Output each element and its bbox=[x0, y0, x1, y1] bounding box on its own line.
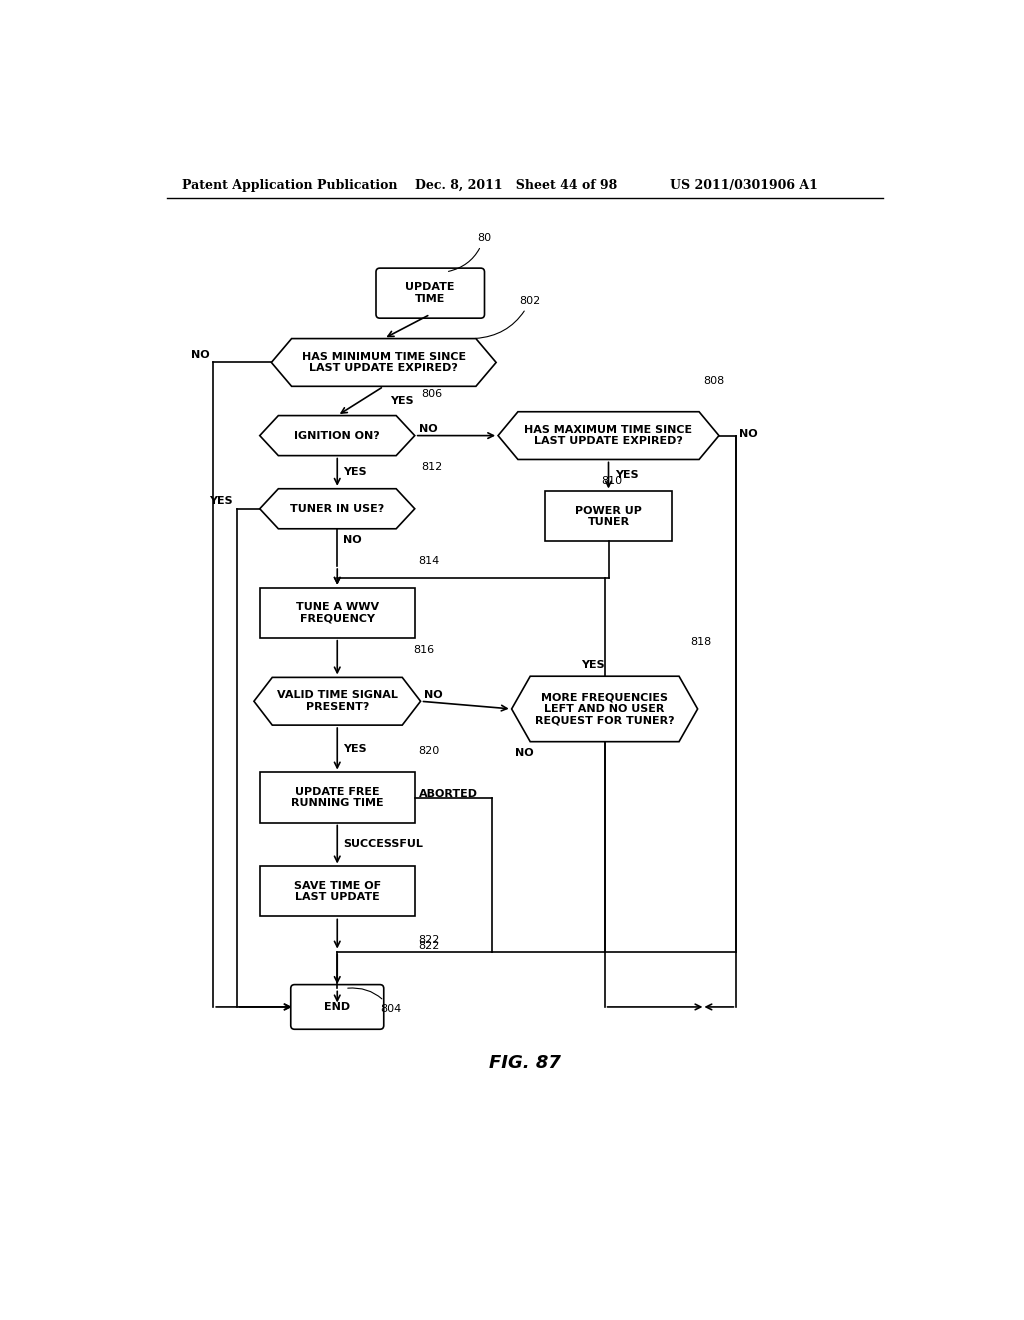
Text: 802: 802 bbox=[476, 296, 541, 338]
Polygon shape bbox=[260, 416, 415, 455]
Text: NO: NO bbox=[419, 425, 437, 434]
Text: YES: YES bbox=[209, 496, 232, 506]
Text: YES: YES bbox=[343, 467, 367, 477]
Text: 820: 820 bbox=[419, 746, 440, 756]
Text: NO: NO bbox=[515, 748, 535, 758]
Text: 814: 814 bbox=[419, 556, 440, 566]
Text: Dec. 8, 2011   Sheet 44 of 98: Dec. 8, 2011 Sheet 44 of 98 bbox=[415, 178, 617, 191]
Text: UPDATE FREE
RUNNING TIME: UPDATE FREE RUNNING TIME bbox=[291, 787, 384, 808]
Text: SAVE TIME OF
LAST UPDATE: SAVE TIME OF LAST UPDATE bbox=[294, 880, 381, 903]
Text: YES: YES bbox=[390, 396, 414, 407]
Text: FIG. 87: FIG. 87 bbox=[488, 1055, 561, 1072]
FancyBboxPatch shape bbox=[376, 268, 484, 318]
Text: IGNITION ON?: IGNITION ON? bbox=[294, 430, 380, 441]
Text: 80: 80 bbox=[449, 234, 490, 272]
Text: NO: NO bbox=[343, 536, 362, 545]
Bar bbox=[260, 866, 415, 916]
Text: NO: NO bbox=[738, 429, 758, 440]
Text: 822: 822 bbox=[419, 941, 440, 952]
Text: US 2011/0301906 A1: US 2011/0301906 A1 bbox=[671, 178, 818, 191]
Bar bbox=[260, 772, 415, 822]
Text: SUCCESSFUL: SUCCESSFUL bbox=[343, 840, 423, 850]
Polygon shape bbox=[260, 488, 415, 529]
Text: 808: 808 bbox=[703, 376, 725, 385]
Text: YES: YES bbox=[343, 743, 367, 754]
Text: ABORTED: ABORTED bbox=[419, 788, 477, 799]
Text: POWER UP
TUNER: POWER UP TUNER bbox=[575, 506, 642, 527]
Text: 812: 812 bbox=[421, 462, 442, 473]
Text: 804: 804 bbox=[348, 987, 401, 1014]
Polygon shape bbox=[254, 677, 421, 725]
Text: 806: 806 bbox=[421, 389, 442, 399]
Text: VALID TIME SIGNAL
PRESENT?: VALID TIME SIGNAL PRESENT? bbox=[276, 690, 397, 711]
Text: YES: YES bbox=[582, 660, 605, 669]
Text: UPDATE
TIME: UPDATE TIME bbox=[406, 282, 455, 304]
Text: 818: 818 bbox=[690, 636, 711, 647]
Polygon shape bbox=[498, 412, 719, 459]
Text: TUNER IN USE?: TUNER IN USE? bbox=[290, 504, 384, 513]
Text: YES: YES bbox=[614, 470, 638, 480]
Text: END: END bbox=[325, 1002, 350, 1012]
Bar bbox=[545, 491, 673, 541]
Text: NO: NO bbox=[190, 350, 209, 360]
Text: 810: 810 bbox=[601, 477, 622, 486]
Text: 822: 822 bbox=[419, 935, 440, 945]
Text: MORE FREQUENCIES
LEFT AND NO USER
REQUEST FOR TUNER?: MORE FREQUENCIES LEFT AND NO USER REQUES… bbox=[535, 693, 675, 726]
FancyBboxPatch shape bbox=[291, 985, 384, 1030]
Bar bbox=[260, 587, 415, 638]
Polygon shape bbox=[271, 339, 496, 387]
Polygon shape bbox=[512, 676, 697, 742]
Text: HAS MAXIMUM TIME SINCE
LAST UPDATE EXPIRED?: HAS MAXIMUM TIME SINCE LAST UPDATE EXPIR… bbox=[524, 425, 692, 446]
Text: HAS MINIMUM TIME SINCE
LAST UPDATE EXPIRED?: HAS MINIMUM TIME SINCE LAST UPDATE EXPIR… bbox=[302, 351, 466, 374]
Text: NO: NO bbox=[424, 690, 443, 700]
Text: TUNE A WWV
FREQUENCY: TUNE A WWV FREQUENCY bbox=[296, 602, 379, 623]
Text: Patent Application Publication: Patent Application Publication bbox=[182, 178, 397, 191]
Text: 816: 816 bbox=[413, 645, 434, 656]
